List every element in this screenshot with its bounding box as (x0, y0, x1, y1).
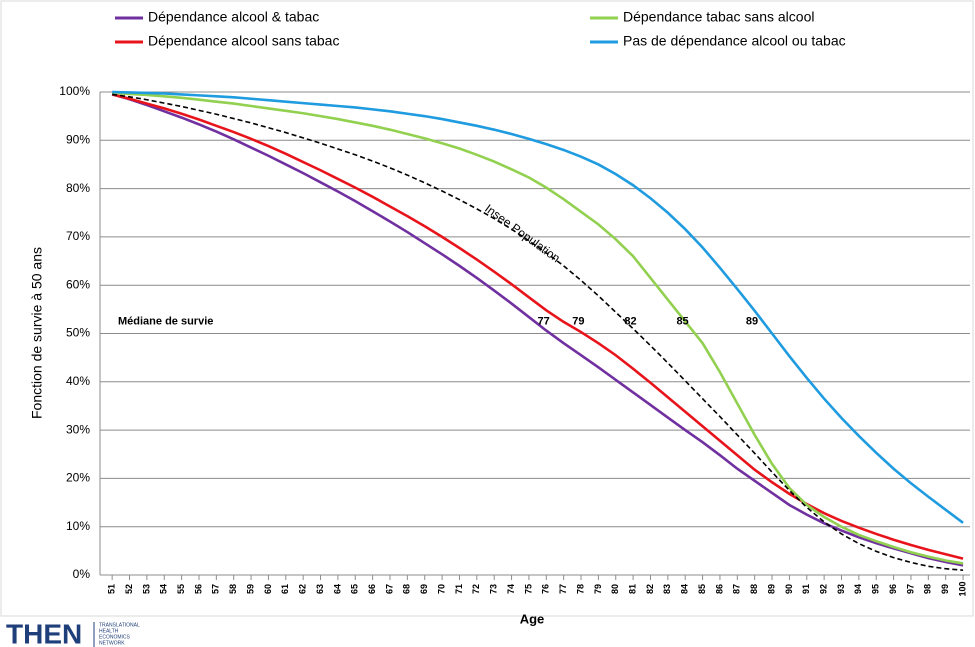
x-tick-label: 53 (141, 584, 151, 594)
x-tick-label: 80 (610, 584, 620, 594)
x-tick-label: 71 (454, 584, 464, 594)
x-tick-label: 67 (384, 584, 394, 594)
x-tick-label: 82 (645, 584, 655, 594)
y-tick-label: 40% (66, 374, 90, 388)
x-tick-label: 85 (697, 584, 707, 594)
logo-line: TRANSLATIONAL (99, 622, 140, 628)
x-tick-label: 84 (680, 584, 690, 594)
x-tick-label: 69 (419, 584, 429, 594)
y-tick-label: 0% (73, 567, 91, 581)
y-tick-label: 80% (66, 181, 90, 195)
x-tick-label: 79 (593, 584, 603, 594)
x-tick-label: 57 (211, 584, 221, 594)
x-tick-label: 77 (558, 584, 568, 594)
x-axis-label: Age (520, 611, 545, 626)
y-tick-label: 100% (59, 84, 90, 98)
x-tick-label: 97 (905, 584, 915, 594)
x-tick-label: 72 (471, 584, 481, 594)
x-tick-label: 54 (159, 584, 169, 594)
median-label: Médiane de survie (118, 315, 213, 327)
x-tick-label: 60 (263, 584, 273, 594)
series-line (112, 90, 964, 524)
x-tick-label: 86 (714, 584, 724, 594)
x-tick-label: 87 (732, 584, 742, 594)
chart-frame (0, 0, 974, 617)
y-tick-label: 60% (66, 277, 90, 291)
y-tick-label: 70% (66, 229, 90, 243)
x-tick-label: 89 (766, 584, 776, 594)
median-age: 89 (746, 315, 758, 327)
x-tick-label: 88 (749, 584, 759, 594)
x-tick-label: 73 (489, 584, 499, 594)
legend-label: Pas de dépendance alcool ou tabac (623, 33, 846, 49)
logo-line: ECONOMICS (99, 634, 131, 640)
x-tick-label: 66 (367, 584, 377, 594)
legend-label: Dépendance alcool sans tabac (148, 33, 339, 49)
x-tick-label: 83 (662, 584, 672, 594)
y-tick-label: 20% (66, 471, 90, 485)
median-age: 82 (624, 315, 636, 327)
x-tick-label: 100 (957, 581, 967, 596)
x-tick-label: 74 (506, 584, 516, 594)
x-tick-label: 51 (107, 584, 117, 594)
curve-label: Insee Population (482, 201, 563, 265)
x-tick-label: 98 (923, 584, 933, 594)
x-tick-label: 92 (819, 584, 829, 594)
x-tick-label: 65 (350, 584, 360, 594)
x-tick-label: 68 (402, 584, 412, 594)
x-tick-label: 96 (888, 584, 898, 594)
x-tick-label: 61 (280, 584, 290, 594)
y-tick-label: 30% (66, 422, 90, 436)
logo-line: NETWORK (99, 640, 125, 646)
x-tick-label: 78 (575, 584, 585, 594)
x-tick-label: 70 (436, 584, 446, 594)
logo-line: HEALTH (99, 628, 119, 634)
y-tick-label: 90% (66, 132, 90, 146)
x-tick-label: 59 (245, 584, 255, 594)
x-tick-label: 81 (627, 584, 637, 594)
y-tick-label: 50% (66, 326, 90, 340)
median-age: 85 (676, 315, 688, 327)
x-tick-label: 55 (176, 584, 186, 594)
series-line (112, 93, 964, 571)
x-tick-label: 91 (801, 584, 811, 594)
median-age: 79 (572, 315, 584, 327)
x-tick-label: 52 (124, 584, 134, 594)
x-tick-label: 56 (193, 584, 203, 594)
legend-label: Dépendance tabac sans alcool (623, 9, 814, 25)
series-line (111, 93, 964, 560)
x-tick-label: 94 (853, 584, 863, 594)
x-tick-label: 62 (298, 584, 308, 594)
x-tick-label: 99 (940, 584, 950, 594)
x-tick-label: 90 (784, 584, 794, 594)
series-line (111, 93, 964, 567)
x-tick-label: 76 (541, 584, 551, 594)
x-tick-label: 75 (523, 584, 533, 594)
legend-label: Dépendance alcool & tabac (148, 9, 319, 25)
y-tick-label: 10% (66, 519, 90, 533)
series-line (112, 91, 964, 565)
x-tick-label: 93 (836, 584, 846, 594)
logo-name: THEN (6, 618, 82, 647)
x-tick-label: 64 (332, 584, 342, 594)
x-tick-label: 95 (871, 584, 881, 594)
y-axis-label: Fonction de survie à 50 ans (29, 247, 45, 419)
x-tick-label: 63 (315, 584, 325, 594)
x-tick-label: 58 (228, 584, 238, 594)
median-age: 77 (538, 315, 550, 327)
